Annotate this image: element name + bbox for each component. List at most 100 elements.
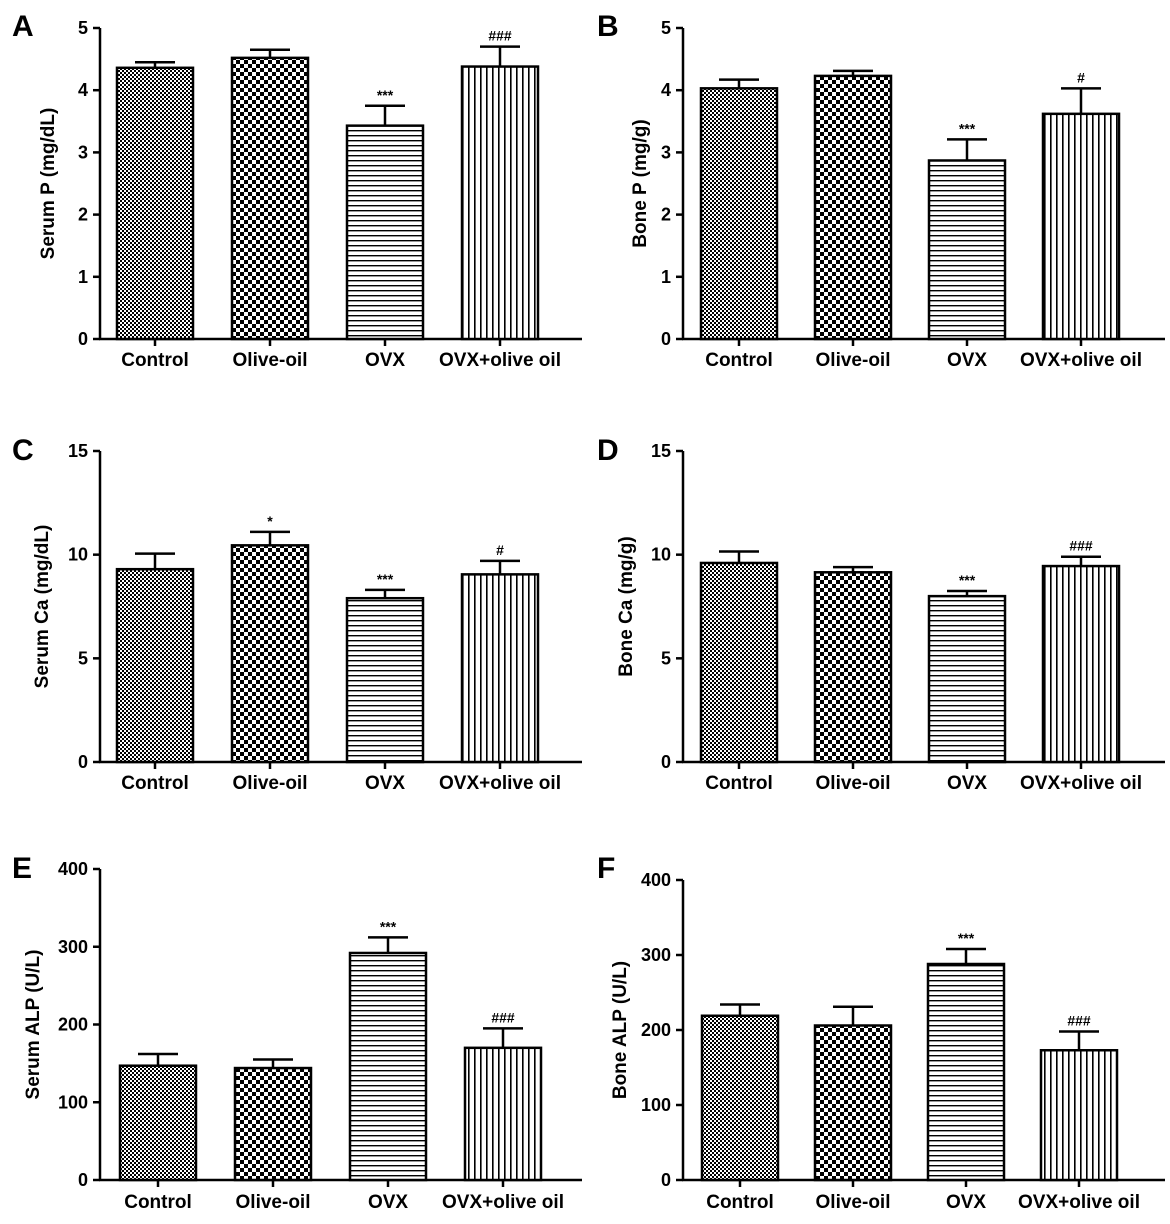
y-tick-label: 200 (641, 1020, 671, 1040)
bar-control (118, 1064, 198, 1182)
x-category-label: OVX+olive oil (439, 350, 561, 371)
x-category-label: OVX+olive oil (1018, 1192, 1140, 1213)
y-tick-label: 10 (651, 545, 671, 565)
x-category-label: Control (124, 1192, 192, 1213)
panel-label: A (12, 10, 34, 43)
y-tick-label: 4 (78, 80, 88, 100)
bar-ovx-olive-oil (1041, 564, 1121, 764)
x-category-label: Olive-oil (816, 1192, 891, 1213)
y-tick-label: 0 (78, 752, 88, 772)
y-axis-title: Bone Ca (mg/g) (616, 536, 637, 676)
y-axis-title: Serum ALP (U/L) (23, 950, 44, 1100)
x-category-label: OVX+olive oil (439, 773, 561, 794)
significance-label: *** (958, 930, 975, 946)
x-category-label: OVX (368, 1192, 408, 1213)
panel-c: C Serum Ca (mg/dL) 0 5 10 15 Control * Olive-oil… (12, 434, 582, 794)
x-category-label: OVX+olive oil (1020, 773, 1142, 794)
y-tick-label: 300 (58, 937, 88, 957)
x-category-label: Olive-oil (233, 350, 308, 371)
y-tick-label: 15 (651, 441, 671, 461)
y-tick-label: 0 (661, 329, 671, 349)
significance-label: *** (377, 87, 394, 103)
bar-ovx (927, 594, 1007, 764)
bar-ovx (926, 962, 1006, 1182)
panel-label: E (12, 852, 32, 885)
y-tick-label: 0 (661, 1170, 671, 1190)
bar-ovx-olive-oil (463, 1046, 543, 1182)
bar-control (115, 567, 195, 764)
significance-label: *** (959, 120, 976, 136)
bar-ovx (345, 596, 425, 764)
y-tick-label: 0 (661, 752, 671, 772)
y-tick-label: 2 (78, 205, 88, 225)
y-tick-label: 100 (58, 1092, 88, 1112)
x-category-label: OVX (946, 1192, 986, 1213)
bar-olive-oil (813, 74, 893, 341)
bar-ovx (927, 159, 1007, 341)
x-category-label: Olive-oil (816, 350, 891, 371)
x-category-label: OVX (947, 350, 987, 371)
significance-label: *** (959, 572, 976, 588)
bar-ovx-olive-oil (460, 573, 540, 764)
bar-ovx (348, 951, 428, 1182)
x-category-label: OVX+olive oil (442, 1192, 564, 1213)
significance-label: * (267, 513, 273, 529)
y-tick-label: 400 (641, 870, 671, 890)
x-category-label: Olive-oil (233, 773, 308, 794)
y-tick-label: 3 (78, 142, 88, 162)
y-tick-label: 200 (58, 1015, 88, 1035)
y-axis-title: Serum P (mg/dL) (38, 108, 59, 260)
panel-d: D Bone Ca (mg/g) 0 5 10 15 Control Olive-oil ***… (597, 434, 1165, 794)
y-tick-label: 5 (661, 648, 671, 668)
bar-ovx (345, 124, 425, 341)
significance-label: ### (488, 28, 512, 44)
significance-label: *** (380, 918, 397, 934)
x-category-label: OVX+olive oil (1020, 350, 1142, 371)
y-axis-title: Bone ALP (U/L) (610, 961, 631, 1099)
y-tick-label: 100 (641, 1095, 671, 1115)
bar-control (115, 66, 195, 341)
x-category-label: Olive-oil (236, 1192, 311, 1213)
panel-b: B Bone P (mg/g) 0 1 2 3 4 5 Control Olive-oil *** O… (597, 10, 1165, 371)
y-tick-label: 5 (661, 18, 671, 38)
bar-olive-oil (813, 571, 893, 764)
y-axis-title: Serum Ca (mg/dL) (32, 525, 53, 689)
bar-olive-oil (230, 544, 310, 764)
x-category-label: OVX (365, 773, 405, 794)
significance-label: # (1077, 69, 1085, 85)
significance-label: ### (1069, 538, 1093, 554)
x-category-label: Control (705, 773, 773, 794)
panel-label: F (597, 852, 615, 885)
y-tick-label: 0 (78, 1170, 88, 1190)
panel-label: D (597, 434, 619, 467)
panel-a: A Serum P (mg/dL) 0 1 2 3 4 5 Control Olive-oil **… (12, 10, 582, 371)
panel-e: E Serum ALP (U/L) 0 100 200 300 400 Control Oliv… (12, 852, 582, 1213)
panel-f: F Bone ALP (U/L) 0 100 200 300 400 Control Olive… (597, 852, 1165, 1213)
significance-label: # (496, 542, 504, 558)
bar-control (699, 561, 779, 764)
y-tick-label: 5 (78, 648, 88, 668)
y-tick-label: 10 (68, 545, 88, 565)
bar-control (699, 87, 779, 341)
bar-olive-oil (813, 1024, 893, 1182)
bar-control (700, 1014, 780, 1182)
y-tick-label: 3 (661, 142, 671, 162)
y-axis-title: Bone P (mg/g) (630, 119, 651, 247)
bar-ovx-olive-oil (460, 65, 540, 341)
y-tick-label: 2 (661, 205, 671, 225)
y-tick-label: 400 (58, 859, 88, 879)
x-category-label: OVX (947, 773, 987, 794)
bar-olive-oil (233, 1066, 313, 1182)
panel-label: C (12, 434, 34, 467)
x-category-label: Control (705, 350, 773, 371)
x-category-label: Control (121, 773, 189, 794)
y-tick-label: 0 (78, 329, 88, 349)
bar-olive-oil (230, 56, 310, 341)
y-tick-label: 15 (68, 441, 88, 461)
significance-label: ### (491, 1009, 515, 1025)
y-tick-label: 4 (661, 80, 671, 100)
x-category-label: OVX (365, 350, 405, 371)
y-tick-label: 1 (661, 267, 671, 287)
